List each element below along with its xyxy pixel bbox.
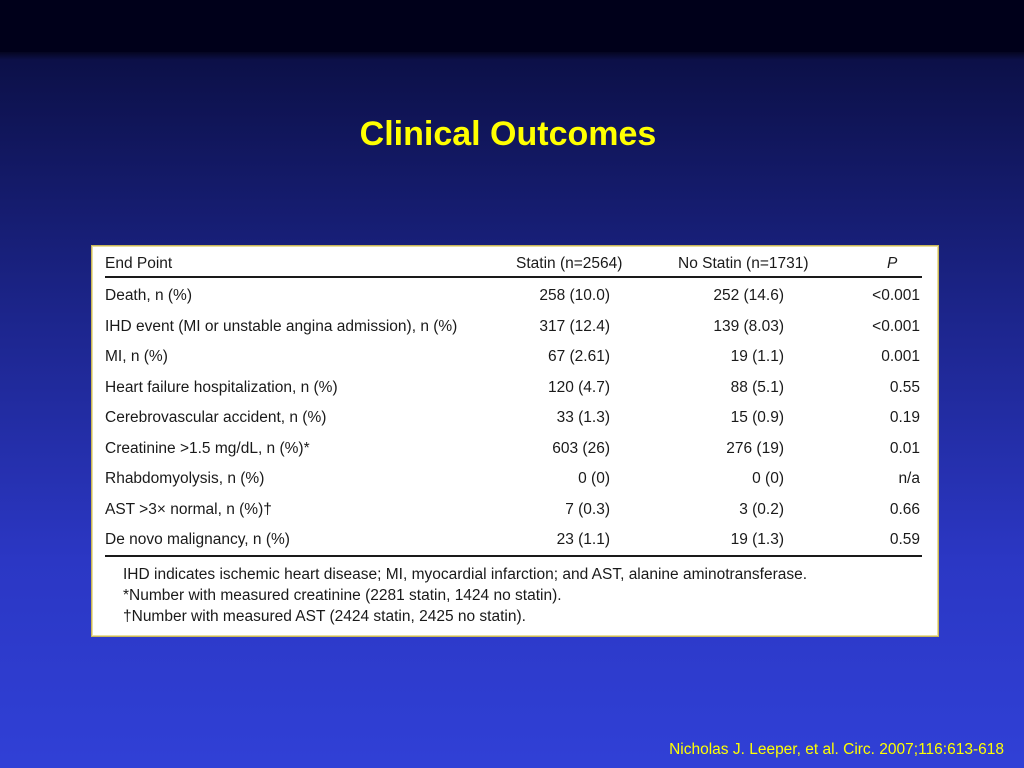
footnote-creatinine: *Number with measured creatinine (2281 s… (123, 587, 562, 604)
p-value-cell: 0.55 (889, 378, 920, 396)
table-row: Heart failure hospitalization, n (%) 120… (92, 373, 938, 403)
footnote-abbreviations: IHD indicates ischemic heart disease; MI… (123, 566, 808, 583)
end-point-cell: Heart failure hospitalization, n (%) (105, 378, 338, 396)
statin-cell: 67 (2.61) (547, 348, 610, 365)
p-value-cell: 0.001 (881, 348, 920, 365)
no-statin-cell: 15 (0.9) (730, 409, 784, 426)
end-point-cell: Cerebrovascular accident, n (%) (105, 409, 327, 426)
table-row: IHD event (MI or unstable angina admissi… (92, 312, 938, 342)
statin-cell: 120 (4.7) (547, 378, 610, 396)
statin-cell: 258 (10.0) (539, 287, 610, 304)
end-point-cell: AST >3× normal, n (%)† (105, 500, 272, 518)
header-p-value: P (887, 255, 898, 272)
footer-rule (105, 555, 922, 557)
table-row: AST >3× normal, n (%)† 7 (0.3) 3 (0.2) 0… (92, 495, 938, 525)
statin-cell: 317 (12.4) (539, 317, 610, 335)
statin-cell: 603 (26) (552, 439, 610, 457)
table-row: Cerebrovascular accident, n (%) 33 (1.3)… (92, 403, 938, 433)
no-statin-cell: 0 (0) (752, 470, 784, 487)
no-statin-cell: 252 (14.6) (713, 287, 784, 304)
table-row: Creatinine >1.5 mg/dL, n (%)* 603 (26) 2… (92, 434, 938, 464)
end-point-cell: De novo malignancy, n (%) (105, 531, 290, 548)
table-footnotes: IHD indicates ischemic heart disease; MI… (123, 564, 807, 627)
end-point-cell: MI, n (%) (105, 348, 168, 365)
no-statin-cell: 88 (5.1) (730, 378, 784, 396)
footnote-ast: †Number with measured AST (2424 statin, … (123, 608, 526, 625)
p-value-cell: <0.001 (872, 317, 920, 335)
outcomes-table: End Point Statin (n=2564) No Statin (n=1… (91, 245, 939, 637)
table-row: MI, n (%) 67 (2.61) 19 (1.1) 0.001 (92, 342, 938, 372)
citation: Nicholas J. Leeper, et al. Circ. 2007;11… (669, 741, 1004, 758)
table-row: Death, n (%) 258 (10.0) 252 (14.6) <0.00… (92, 281, 938, 311)
header-end-point: End Point (105, 255, 173, 272)
no-statin-cell: 276 (19) (726, 439, 784, 457)
p-value-cell: 0.19 (889, 409, 920, 426)
p-value-cell: 0.01 (889, 439, 920, 457)
header-statin: Statin (n=2564) (516, 255, 623, 272)
header-no-statin: No Statin (n=1731) (678, 255, 809, 272)
p-value-cell: n/a (898, 470, 920, 487)
p-value-cell: 0.66 (889, 500, 920, 518)
header-rule (105, 276, 922, 278)
end-point-cell: Creatinine >1.5 mg/dL, n (%)* (105, 439, 310, 457)
slide-title: Clinical Outcomes (359, 115, 657, 153)
end-point-cell: Death, n (%) (105, 287, 193, 304)
p-value-cell: 0.59 (889, 531, 920, 548)
statin-cell: 23 (1.1) (556, 531, 610, 548)
end-point-cell: IHD event (MI or unstable angina admissi… (105, 317, 458, 335)
no-statin-cell: 3 (0.2) (739, 500, 784, 518)
end-point-cell: Rhabdomyolysis, n (%) (105, 470, 265, 487)
no-statin-cell: 139 (8.03) (713, 317, 784, 335)
no-statin-cell: 19 (1.3) (730, 531, 784, 548)
p-value-cell: <0.001 (872, 287, 920, 304)
statin-cell: 7 (0.3) (565, 500, 610, 518)
top-band (0, 0, 1024, 52)
table-row: De novo malignancy, n (%) 23 (1.1) 19 (1… (92, 525, 938, 555)
table-row: Rhabdomyolysis, n (%) 0 (0) 0 (0) n/a (92, 464, 938, 494)
statin-cell: 0 (0) (578, 470, 610, 487)
statin-cell: 33 (1.3) (556, 409, 610, 426)
no-statin-cell: 19 (1.1) (730, 348, 784, 365)
